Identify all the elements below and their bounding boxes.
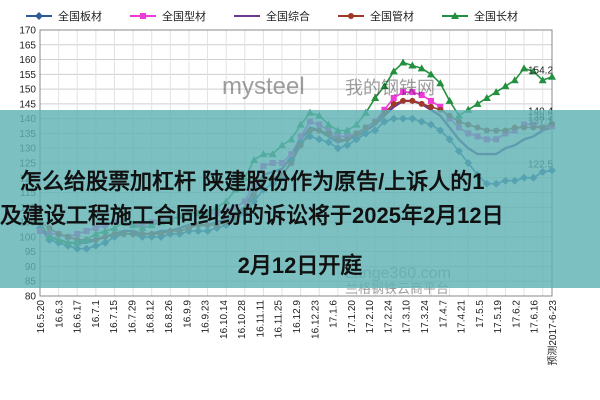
series-5-point [371,93,380,101]
x-tick-label: 17.1.20 [347,300,358,334]
series-5-point [492,88,501,96]
x-axis: 16.5.20 16.6.3 16.6.17 16.7.1 16.7.15 16.7.29… [36,300,559,366]
legend-marker [35,12,43,20]
series-5-point [417,64,426,72]
series-5-point [473,99,482,107]
x-tick-label: 17.6.2 [511,300,522,328]
x-tick-label: 16.9.9 [182,300,193,328]
legend-marker [348,13,354,19]
series-4-point [409,97,416,104]
x-tick-label: 16.11.25 [274,300,285,339]
x-tick-label: 17.2.10 [365,300,376,334]
x-tick-label: 17.1.6 [329,300,340,328]
legend-label: 全国板材 [58,9,102,23]
x-tick-label: 17.2.24 [383,300,394,334]
series-5-point [426,70,435,78]
series-2-point [390,94,397,101]
series-5-point [408,61,417,69]
series-2-point [400,89,407,96]
series-2-point [409,89,416,96]
series-2-point [418,92,425,99]
x-tick-label: 16.8.12 [146,300,157,334]
y-tick-label: 165 [19,40,36,51]
x-tick-label: 17.4.7 [438,300,449,328]
series-4-point [400,97,407,104]
x-tick-label: 17.4.21 [457,300,468,334]
x-tick-label: 16.9.23 [201,300,212,334]
y-tick-label: 145 [19,99,36,110]
series-5-point [445,96,454,104]
series-5-point [399,58,408,66]
x-tick-label: 16.7.1 [91,300,102,328]
x-tick-label: 16.6.17 [73,300,84,334]
headline-line-3: 2月12日开庭 [237,253,363,278]
x-tick-label: 17.5.5 [475,300,486,328]
value-annotation: 154.2 [528,66,553,77]
x-tick-label: 16.5.20 [36,300,47,334]
series-5-point [501,82,510,90]
x-tick-label: 17.3.10 [402,300,413,334]
y-tick-label: 150 [19,85,36,96]
y-tick-label: 155 [19,70,36,81]
series-5-point [520,64,529,72]
series-5-point [482,93,491,101]
x-tick-label: 17.6.16 [530,300,541,334]
x-tick-label: 预测2017-6-23 [546,300,559,366]
x-tick-label: 16.7.29 [127,300,138,334]
legend-label: 全国综合 [266,9,310,23]
series-4-point [427,103,434,110]
legend-label: 全国型材 [162,9,206,23]
series-5-point [538,76,547,84]
x-tick-label: 17.3.24 [420,300,431,334]
series-4-point [418,100,425,107]
legend-marker [451,12,459,19]
legend: 全国板材 全国型材 全国综合 全国管材 全国长材 [26,9,518,23]
headline-line-2: 及建设工程施工合同纠纷的诉讼将于2025年2月12日 [0,203,504,228]
series-5-point [380,82,389,90]
legend-label: 全国管材 [370,9,414,23]
x-tick-label: 16.10.14 [219,300,230,339]
watermark-text: 我的钢铁网 [345,78,435,98]
x-tick-label: 16.6.3 [54,300,65,328]
x-tick-label: 16.10.28 [237,300,248,339]
x-tick-label: 16.12.9 [292,300,303,334]
legend-marker [140,13,146,19]
y-tick-label: 170 [19,26,36,37]
series-2-point [427,97,434,104]
series-5-point [510,76,519,84]
x-tick-label: 17.5.19 [493,300,504,334]
x-tick-label: 16.8.26 [164,300,175,334]
y-tick-label: 80 [25,292,37,303]
watermark-text: mysteel [222,73,305,100]
series-5-point [389,67,398,75]
series-5-point [436,79,445,87]
series-5-point [529,67,538,75]
y-tick-label: 160 [19,55,36,66]
headline-line-1: 怎么给股票加杠杆 陕建股份作为原告/上诉人的1 [20,169,485,194]
legend-label: 全国长材 [474,9,518,23]
headline-banner: 怎么给股票加杠杆 陕建股份作为原告/上诉人的1 及建设工程施工合同纠纷的诉讼将于… [0,110,600,288]
series-4-point [390,100,397,107]
x-tick-label: 16.11.11 [255,300,266,338]
x-tick-label: 16.7.15 [109,300,120,334]
series-5-point [548,72,556,80]
x-tick-label: 16.12.23 [310,300,321,339]
